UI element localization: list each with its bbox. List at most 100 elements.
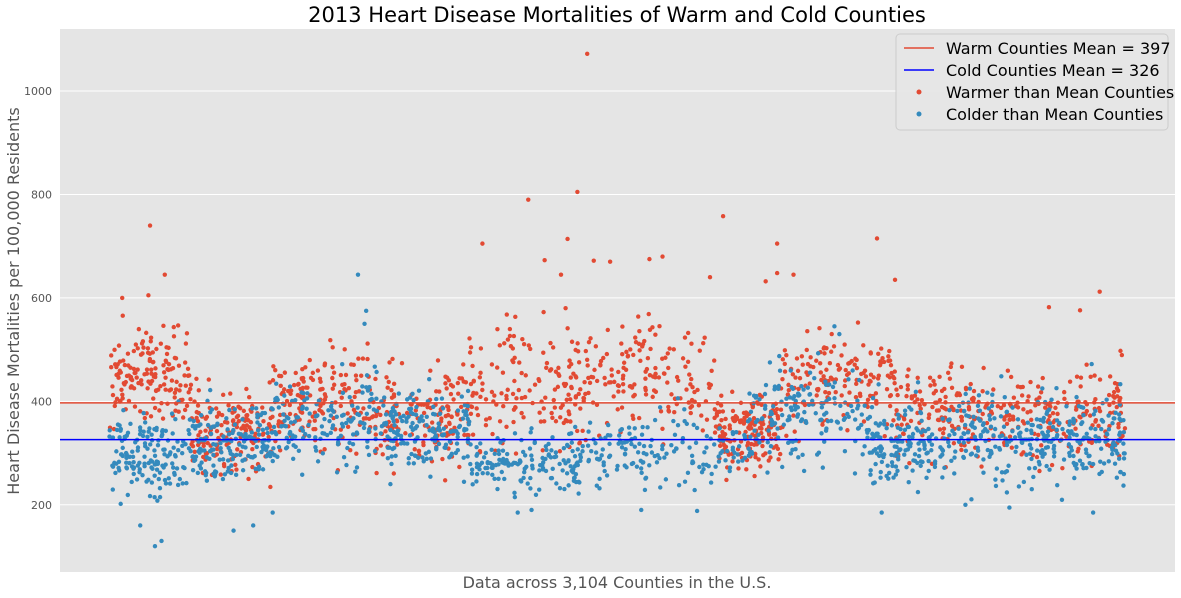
data-point [790, 372, 796, 377]
data-point [616, 389, 621, 394]
data-point [549, 448, 554, 453]
data-point [987, 454, 992, 459]
data-point [317, 376, 323, 381]
data-point [1081, 413, 1086, 418]
legend-label: Warmer than Mean Counties [946, 83, 1174, 102]
data-point [799, 354, 805, 359]
data-point [301, 390, 306, 396]
data-point [187, 431, 192, 437]
outlier-point [591, 258, 596, 263]
data-point [305, 385, 310, 390]
data-point [233, 462, 238, 467]
data-point [717, 443, 723, 449]
data-point [585, 443, 591, 448]
data-point [521, 342, 527, 347]
data-point [802, 409, 807, 415]
data-point [163, 481, 169, 486]
data-point [682, 419, 687, 424]
data-point [1093, 434, 1098, 439]
data-point [404, 416, 409, 421]
data-point [564, 471, 570, 476]
data-point [773, 410, 778, 416]
data-point [899, 422, 904, 427]
data-point [322, 416, 327, 422]
data-point [1107, 423, 1112, 429]
data-point [322, 397, 328, 402]
outlier-point [159, 538, 164, 544]
data-point [689, 341, 694, 346]
data-point [713, 424, 719, 429]
data-point [338, 403, 343, 409]
data-point [209, 407, 215, 412]
data-point [381, 403, 386, 408]
data-point [372, 364, 377, 369]
data-point [267, 380, 272, 385]
data-point [623, 447, 628, 452]
data-point [878, 469, 883, 475]
data-point [296, 381, 301, 387]
data-point [1074, 394, 1079, 400]
data-point [510, 391, 516, 397]
data-point [895, 468, 900, 474]
data-point [643, 376, 648, 381]
data-point [814, 358, 819, 363]
data-point [186, 427, 191, 433]
data-point [629, 461, 635, 467]
data-point [870, 431, 875, 437]
data-point [723, 458, 728, 463]
data-point [632, 426, 637, 431]
data-point [513, 451, 519, 456]
data-point [235, 413, 241, 418]
data-point [520, 449, 526, 455]
data-point [823, 382, 829, 388]
data-point [981, 365, 986, 371]
data-point [245, 412, 250, 418]
data-point [700, 428, 705, 433]
data-point [299, 426, 304, 431]
data-point [504, 424, 509, 429]
data-point [1078, 375, 1084, 380]
data-point [133, 370, 138, 376]
data-point [172, 390, 178, 395]
data-point [589, 449, 594, 454]
data-point [246, 394, 252, 400]
data-point [474, 406, 479, 411]
data-point [457, 464, 462, 470]
data-point [598, 358, 604, 364]
data-point [474, 479, 479, 484]
data-point [1061, 389, 1067, 395]
data-point [622, 451, 628, 456]
data-point [289, 398, 295, 404]
data-point [820, 465, 826, 470]
data-point [558, 415, 563, 420]
data-point [383, 429, 388, 434]
data-point [315, 459, 321, 464]
data-point [434, 445, 439, 451]
data-point [1038, 425, 1043, 430]
data-point [393, 453, 398, 459]
data-point [385, 385, 390, 390]
data-point [1104, 397, 1109, 402]
data-point [322, 361, 328, 366]
data-point [756, 432, 761, 438]
data-point [171, 465, 176, 470]
legend-label: Cold Counties Mean = 326 [946, 61, 1160, 80]
data-point [161, 370, 167, 375]
data-point [557, 461, 562, 467]
data-point [153, 366, 158, 371]
data-point [940, 475, 945, 480]
data-point [721, 442, 727, 448]
data-point [416, 388, 422, 393]
data-point [1072, 475, 1077, 481]
data-point [918, 406, 923, 411]
data-point [138, 409, 143, 414]
data-point [1010, 405, 1015, 410]
data-point [124, 433, 130, 438]
data-point [395, 428, 401, 434]
data-point [256, 464, 262, 469]
data-point [786, 440, 791, 446]
data-point [631, 416, 636, 422]
data-point [929, 461, 935, 466]
data-point [339, 421, 345, 427]
data-point [287, 384, 293, 389]
